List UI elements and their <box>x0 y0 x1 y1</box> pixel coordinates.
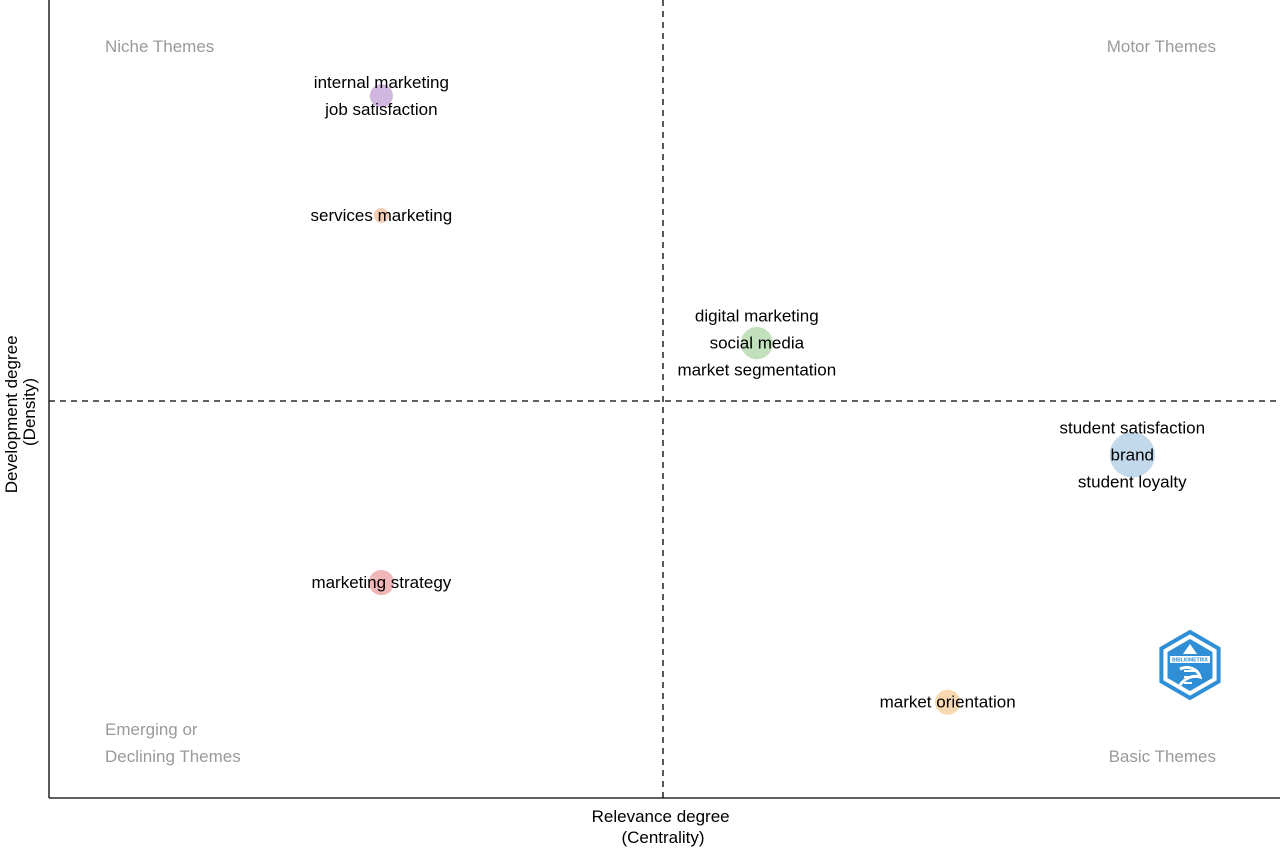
cluster-label: student satisfaction <box>1060 418 1206 437</box>
cluster-label: job satisfaction <box>324 100 437 119</box>
quadrant-label-motor: Motor Themes <box>1107 37 1216 56</box>
cluster-label: market orientation <box>880 693 1016 712</box>
cluster-bubble-1 <box>373 207 389 223</box>
x-axis-title: Relevance degree (Centrality) <box>592 807 735 847</box>
cluster-bubble-5 <box>935 689 961 715</box>
cluster-label: services marketing <box>311 206 453 225</box>
cluster-label-layer: internal marketing job satisfaction servic… <box>311 73 1206 712</box>
cluster-label: internal marketing <box>314 73 449 92</box>
cluster-bubble-2 <box>740 326 773 360</box>
cluster-label: digital marketing <box>695 307 819 326</box>
cluster-label: marketing strategy <box>311 573 451 592</box>
logo-text: BIBLIOMETRIX <box>1172 658 1208 664</box>
quadrant-label-niche: Niche Themes <box>105 37 214 56</box>
bubble-layer <box>368 84 1155 715</box>
y-axis-title: Development degree (Density) <box>2 331 39 494</box>
cluster-label: social media <box>710 334 805 353</box>
cluster-bubble-3 <box>1109 432 1155 478</box>
quadrant-label-basic: Basic Themes <box>1109 747 1216 766</box>
cluster-label: student loyalty <box>1078 472 1187 491</box>
cluster-bubble-0 <box>369 84 393 108</box>
cluster-label: brand <box>1111 445 1154 464</box>
quadrant-label-emerging: Emerging or Declining Themes <box>105 720 241 766</box>
bibliometrix-logo-icon: BIBLIOMETRIX <box>1159 629 1221 701</box>
cluster-label: market segmentation <box>677 361 836 380</box>
cluster-bubble-4 <box>368 569 394 596</box>
